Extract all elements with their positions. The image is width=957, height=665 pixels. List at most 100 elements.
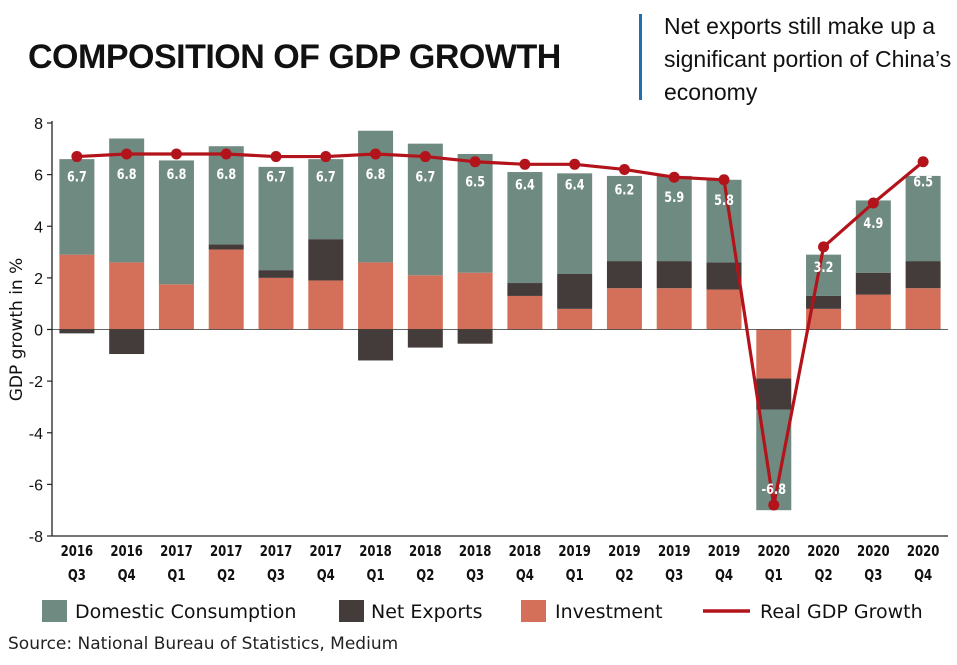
gdp-point (569, 158, 581, 170)
x-tick-label-quarter: Q2 (217, 568, 235, 585)
gdp-point (270, 151, 282, 163)
x-tick-label-year: 2016 (110, 544, 143, 561)
bar-investment (59, 254, 95, 330)
bar-investment (806, 308, 842, 330)
bar-net-exports (258, 270, 294, 278)
legend-gdp-label: Real GDP Growth (760, 601, 923, 623)
gdp-line (76, 152, 925, 507)
gdp-point (320, 151, 332, 163)
x-tick-label-year: 2018 (509, 544, 542, 561)
y-tick-label: 8 (34, 116, 43, 133)
x-tick-label-quarter: Q2 (615, 568, 633, 585)
bar-consumption (59, 159, 95, 255)
bar-investment (208, 249, 244, 330)
x-tick-label-year: 2020 (857, 544, 890, 561)
gdp-point (170, 148, 182, 160)
legend-investment-swatch (521, 600, 546, 622)
x-tick-label-quarter: Q4 (516, 568, 534, 585)
x-tick-label-quarter: Q1 (566, 568, 584, 585)
x-tick-label-quarter: Q4 (715, 568, 733, 585)
bar-net-exports (905, 261, 941, 289)
bar-net-exports (706, 262, 742, 290)
bar-investment (756, 329, 792, 379)
x-tick-label-quarter: Q2 (416, 568, 434, 585)
gdp-data-label: 6.7 (415, 168, 435, 185)
x-tick-label-year: 2017 (260, 544, 293, 561)
bar-net-exports (457, 329, 493, 344)
x-tick-label-year: 2019 (708, 544, 741, 561)
gdp-data-label: 6.8 (167, 166, 187, 183)
bar-investment (557, 308, 593, 330)
legend-net-exports-swatch (339, 600, 364, 622)
x-tick-label-year: 2018 (459, 544, 492, 561)
x-tick-label-quarter: Q1 (765, 568, 783, 585)
legend-investment: Investment (521, 600, 663, 623)
bar-consumption (407, 143, 443, 276)
bar-net-exports (109, 329, 145, 355)
gdp-point (370, 148, 382, 160)
x-tick-label-quarter: Q1 (167, 568, 185, 585)
gdp-point (768, 499, 780, 511)
y-tick-label: -6 (29, 477, 43, 494)
gdp-data-label: 4.9 (863, 215, 883, 232)
x-tick-label-year: 2019 (558, 544, 591, 561)
bar-consumption (457, 153, 493, 273)
legend-consumption-swatch (42, 600, 67, 622)
gdp-data-label: 6.5 (465, 173, 485, 190)
gdp-data-label: 5.9 (664, 189, 684, 206)
x-tick-label-quarter: Q4 (317, 568, 335, 585)
gdp-data-label: 5.8 (714, 192, 734, 209)
legend-gdp: Real GDP Growth (703, 601, 923, 623)
x-tick-label-quarter: Q3 (466, 568, 484, 585)
gdp-point (917, 156, 929, 168)
bar-consumption (855, 200, 891, 273)
legend-consumption-label: Domestic Consumption (75, 601, 296, 623)
y-tick-label: -8 (29, 529, 43, 546)
bar-investment (606, 288, 642, 330)
bar-investment (258, 277, 294, 330)
y-tick-label: -2 (29, 374, 43, 391)
bar-net-exports (358, 329, 394, 361)
chart-subtitle: Net exports still make up a significant … (664, 13, 952, 105)
legend-investment-label: Investment (555, 601, 663, 623)
x-tick-label-year: 2020 (807, 544, 840, 561)
bar-net-exports (557, 274, 593, 309)
bar-consumption (557, 173, 593, 275)
gdp-point (220, 148, 232, 160)
bar-net-exports (855, 272, 891, 295)
legend-net-exports-label: Net Exports (371, 601, 483, 623)
x-tick-label-year: 2020 (758, 544, 791, 561)
bar-investment (855, 294, 891, 330)
bar-consumption (656, 175, 692, 262)
gdp-data-label: 6.8 (117, 166, 137, 183)
gdp-point (818, 241, 830, 253)
bar-consumption (507, 172, 543, 284)
x-tick-label-quarter: Q4 (914, 568, 932, 585)
gdp-point (668, 171, 680, 183)
y-tick-label: 4 (34, 219, 43, 236)
bar-investment (507, 295, 543, 330)
bar-net-exports (606, 261, 642, 289)
x-tick-label-year: 2017 (160, 544, 193, 561)
bar-consumption (208, 146, 244, 245)
bar-net-exports (59, 329, 95, 334)
bar-consumption (258, 166, 294, 271)
gdp-data-label: -6.8 (762, 481, 787, 498)
bar-net-exports (407, 329, 443, 348)
title-divider (639, 14, 642, 100)
gdp-data-label: 3.2 (814, 259, 834, 276)
bar-net-exports (208, 244, 244, 250)
y-tick-label: 6 (34, 168, 43, 185)
chart-title: COMPOSITION OF GDP GROWTH (28, 38, 561, 76)
bar-consumption (308, 159, 344, 240)
x-tick-label-quarter: Q3 (665, 568, 683, 585)
gdp-data-label: 6.7 (67, 168, 87, 185)
x-tick-label-quarter: Q4 (118, 568, 136, 585)
bar-net-exports (308, 239, 344, 281)
gdp-data-label: 6.4 (515, 176, 535, 193)
bar-net-exports (756, 378, 792, 410)
bar-investment (407, 275, 443, 330)
x-tick-label-quarter: Q3 (68, 568, 86, 585)
bar-investment (308, 280, 344, 330)
